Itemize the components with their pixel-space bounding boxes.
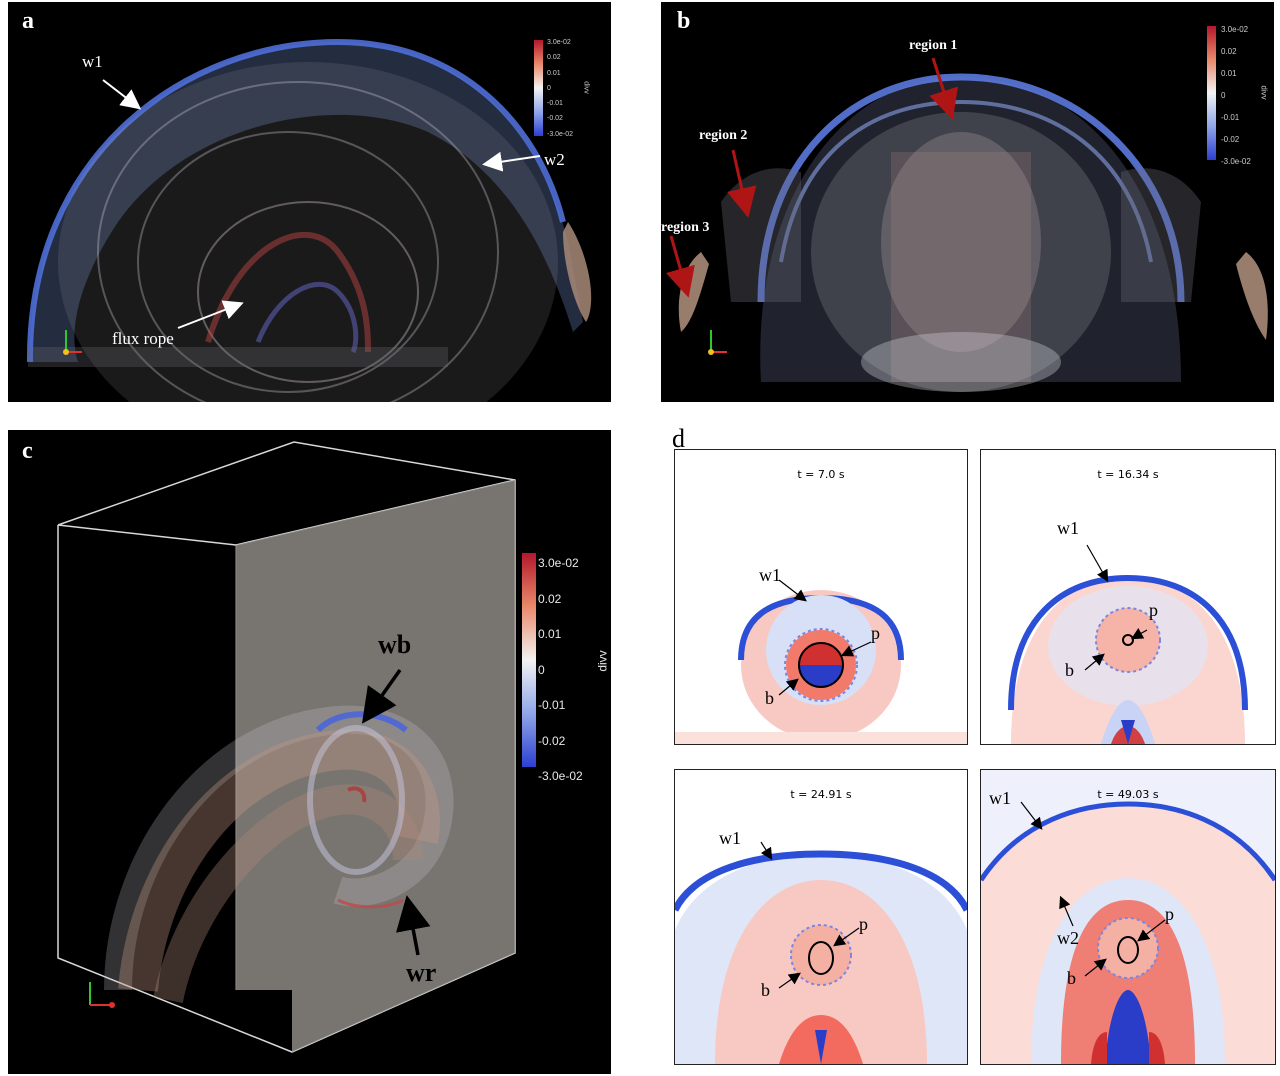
- annotation-wr: wr: [406, 958, 437, 987]
- panel-d: d t = 7.0 s w1 p b: [670, 424, 1276, 1074]
- label-w1: w1: [719, 828, 741, 848]
- annotation-region-3: region 3: [661, 220, 710, 235]
- colorbar-a: [534, 40, 543, 136]
- colorbar-c-title: divv: [595, 650, 610, 672]
- label-p: p: [859, 914, 868, 934]
- annotation-w1: w1: [82, 52, 103, 71]
- panel-b: b region 1 region 2 region 3 3.0e-02 0.02…: [661, 2, 1274, 402]
- label-b: b: [1067, 968, 1076, 988]
- panel-label-a: a: [22, 8, 34, 34]
- label-b: b: [765, 688, 774, 708]
- colorbar-a-ticks: 3.0e-02 0.02 0.01 0 -0.01 -0.02 -3.0e-02: [547, 39, 574, 138]
- subplot-t-49: t = 49.03 s w1 w2 p b: [980, 769, 1276, 1065]
- annotation-region-1: region 1: [909, 38, 958, 53]
- label-p: p: [1165, 904, 1174, 924]
- colorbar-c-ticks: 3.0e-02 0.02 0.01 0 -0.01 -0.02 -3.0e-02: [538, 556, 583, 783]
- annotation-flux-rope: flux rope: [112, 329, 174, 348]
- label-b: b: [761, 980, 770, 1000]
- subplot-t-16: t = 16.34 s w1 p b: [980, 449, 1276, 745]
- colorbar-b-ticks: 3.0e-02 0.02 0.01 0 -0.01 -0.02 -3.0e-02: [1221, 25, 1251, 166]
- panel-c-visual: [57, 441, 516, 1053]
- annotation-wb: wb: [378, 630, 412, 659]
- label-w1: w1: [759, 565, 781, 585]
- label-w2: w2: [1057, 928, 1079, 948]
- label-p: p: [871, 623, 880, 643]
- label-w1: w1: [1057, 518, 1079, 538]
- panel-b-visual: [665, 57, 1268, 392]
- panel-c: c wb wr 3.0e-02 0.02 0.01 0 -0.01 -0.02 -3.0e-…: [8, 430, 611, 1074]
- annotation-region-2: region 2: [699, 128, 748, 143]
- colorbar-b: [1207, 26, 1216, 160]
- panel-label-d: d: [672, 424, 685, 453]
- colorbar-c: [522, 553, 536, 767]
- subplot-title: t = 24.91 s: [790, 788, 852, 801]
- label-w1: w1: [989, 788, 1011, 808]
- subplot-title: t = 16.34 s: [1097, 468, 1159, 481]
- subplot-title: t = 49.03 s: [1097, 788, 1159, 801]
- panel-label-c: c: [22, 438, 33, 464]
- label-b: b: [1065, 660, 1074, 680]
- panel-a: a w1 w2 flux rope 3.0e-02 0.02 0.01 0 -0.01-…: [8, 2, 611, 402]
- subplot-t-7: t = 7.0 s w1 p b: [674, 449, 968, 745]
- colorbar-b-title: divv: [1259, 85, 1269, 100]
- panel-label-b: b: [677, 8, 691, 34]
- subplot-title: t = 7.0 s: [797, 468, 845, 481]
- colorbar-a-title: divv: [582, 81, 590, 94]
- label-p: p: [1149, 600, 1158, 620]
- subplot-t-24: t = 24.91 s w1 p b: [674, 769, 968, 1065]
- annotation-w2: w2: [544, 150, 565, 169]
- panel-a-visual: [26, 38, 592, 402]
